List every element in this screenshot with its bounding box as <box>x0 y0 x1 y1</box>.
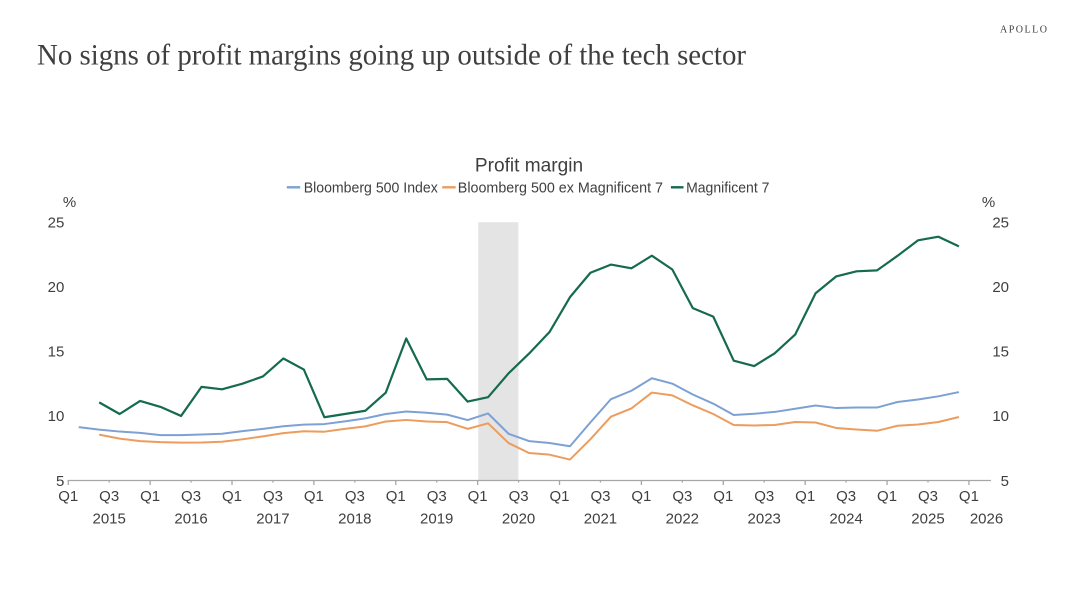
svg-text:Q1: Q1 <box>713 488 733 505</box>
svg-text:APOLLO: APOLLO <box>1000 25 1048 36</box>
svg-text:Q1: Q1 <box>140 488 160 505</box>
svg-text:20: 20 <box>992 279 1009 296</box>
svg-text:%: % <box>982 194 995 211</box>
svg-text:Q3: Q3 <box>345 488 365 505</box>
svg-text:2015: 2015 <box>93 511 126 528</box>
svg-text:Q3: Q3 <box>427 488 447 505</box>
svg-text:5: 5 <box>1001 473 1009 490</box>
svg-text:15: 15 <box>992 344 1009 361</box>
svg-text:2022: 2022 <box>666 511 699 528</box>
svg-text:2025: 2025 <box>911 511 944 528</box>
svg-text:Q1: Q1 <box>877 488 897 505</box>
svg-text:2019: 2019 <box>420 511 453 528</box>
svg-text:Q3: Q3 <box>181 488 201 505</box>
svg-text:Bloomberg 500 Index: Bloomberg 500 Index <box>304 180 439 197</box>
svg-text:2018: 2018 <box>338 511 371 528</box>
svg-text:25: 25 <box>48 215 65 232</box>
svg-text:Profit margin: Profit margin <box>475 156 583 177</box>
svg-text:10: 10 <box>992 408 1009 425</box>
svg-text:2016: 2016 <box>174 511 207 528</box>
svg-text:2021: 2021 <box>584 511 617 528</box>
svg-text:2017: 2017 <box>256 511 289 528</box>
svg-text:10: 10 <box>48 408 65 425</box>
svg-text:5: 5 <box>56 473 64 490</box>
svg-text:20: 20 <box>48 279 65 296</box>
svg-text:2026: 2026 <box>970 511 1003 528</box>
svg-text:Q1: Q1 <box>222 488 242 505</box>
svg-text:Q3: Q3 <box>836 488 856 505</box>
svg-text:Q1: Q1 <box>58 488 78 505</box>
svg-text:Q1: Q1 <box>631 488 651 505</box>
svg-text:Q1: Q1 <box>795 488 815 505</box>
svg-text:Q3: Q3 <box>509 488 529 505</box>
svg-text:Q3: Q3 <box>672 488 692 505</box>
svg-text:Q3: Q3 <box>918 488 938 505</box>
svg-text:2020: 2020 <box>502 511 535 528</box>
svg-text:Q1: Q1 <box>550 488 570 505</box>
svg-text:2024: 2024 <box>829 511 862 528</box>
svg-text:%: % <box>63 194 76 211</box>
svg-text:2023: 2023 <box>748 511 781 528</box>
svg-text:15: 15 <box>48 344 65 361</box>
svg-text:Q3: Q3 <box>99 488 119 505</box>
svg-text:Q1: Q1 <box>959 488 979 505</box>
svg-text:Q3: Q3 <box>754 488 774 505</box>
svg-text:No signs of profit margins goi: No signs of profit margins going up outs… <box>37 38 746 71</box>
svg-text:Magnificent 7: Magnificent 7 <box>686 180 769 197</box>
svg-text:25: 25 <box>992 215 1009 232</box>
svg-text:Q1: Q1 <box>304 488 324 505</box>
svg-text:Q1: Q1 <box>468 488 488 505</box>
svg-text:Bloomberg 500 ex Magnificent 7: Bloomberg 500 ex Magnificent 7 <box>458 180 663 197</box>
svg-text:Q3: Q3 <box>263 488 283 505</box>
svg-text:Q1: Q1 <box>386 488 406 505</box>
svg-text:Q3: Q3 <box>590 488 610 505</box>
